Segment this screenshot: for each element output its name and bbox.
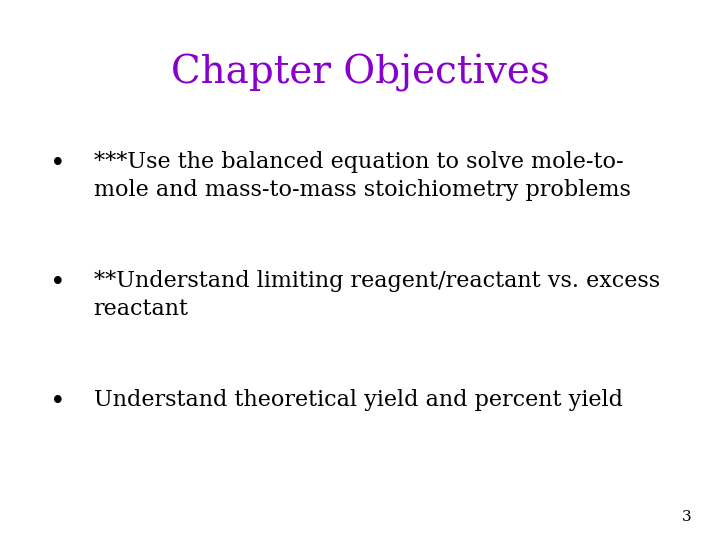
Text: Understand theoretical yield and percent yield: Understand theoretical yield and percent… bbox=[94, 389, 623, 411]
Text: •: • bbox=[50, 389, 66, 414]
Text: 3: 3 bbox=[682, 510, 691, 524]
Text: •: • bbox=[50, 270, 66, 295]
Text: •: • bbox=[50, 151, 66, 176]
Text: ***Use the balanced equation to solve mole-to-
mole and mass-to-mass stoichiomet: ***Use the balanced equation to solve mo… bbox=[94, 151, 631, 201]
Text: **Understand limiting reagent/reactant vs. excess
reactant: **Understand limiting reagent/reactant v… bbox=[94, 270, 660, 320]
Text: Chapter Objectives: Chapter Objectives bbox=[171, 54, 549, 92]
